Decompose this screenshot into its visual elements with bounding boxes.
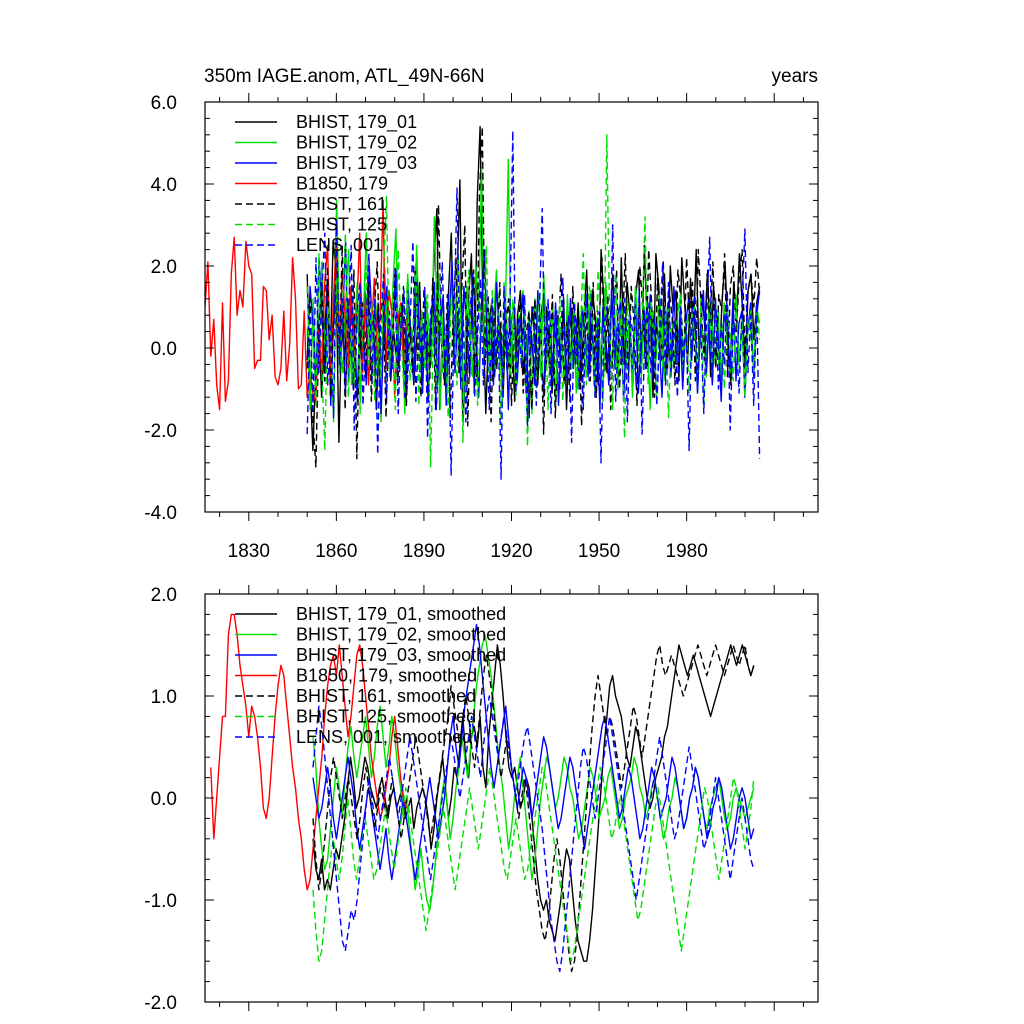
x-tick-label: 1950: [578, 541, 620, 562]
y-tick-label: -2.0: [144, 421, 177, 442]
legend-label: B1850, 179, smoothed: [296, 666, 477, 686]
top-panel-axes: -4.0 -2.0 0.0 2.0 4.0 6.0 1830 1860 1890 1920 1950…: [144, 93, 819, 562]
legend-label: BHIST, 161, smoothed: [296, 686, 476, 706]
x-tick-label: 1860: [315, 541, 357, 562]
x-tick-label: 1920: [490, 541, 532, 562]
series-line-7: [312, 695, 755, 973]
legend-label: BHIST, 125: [296, 215, 387, 235]
x-tick-label: 1890: [403, 541, 445, 562]
series-line-6: [312, 766, 755, 962]
y-tick-label: 2.0: [151, 257, 177, 278]
series-line-6: [306, 134, 761, 468]
x-tick-label: 1830: [228, 541, 270, 562]
series-line-7: [306, 129, 761, 480]
y-tick-label: -4.0: [144, 503, 177, 524]
y-tick-label: 1.0: [151, 687, 177, 708]
y-tick-label: 2.0: [151, 585, 177, 606]
y-tick-label: -1.0: [144, 891, 177, 912]
bottom-panel-axes: -2.0 -1.0 0.0 1.0 2.0: [144, 585, 819, 1014]
legend-label: BHIST, 179_02, smoothed: [296, 625, 506, 646]
legend-label: BHIST, 179_03: [296, 153, 417, 174]
bottom-panel: -2.0 -1.0 0.0 1.0 2.0 BHIST, 179_01, smoothe…: [144, 585, 819, 1014]
series-line-1: [312, 644, 755, 962]
legend-label: LENS, 001, smoothed: [296, 727, 472, 747]
y-tick-label: -2.0: [144, 993, 177, 1014]
legend-label: BHIST, 179_01, smoothed: [296, 604, 506, 625]
legend-label: BHIST, 179_03, smoothed: [296, 645, 506, 666]
series-line-4: [210, 613, 408, 891]
top-panel: 350m IAGE.anom, ATL_49N-66N years -4.0 -2…: [144, 66, 819, 562]
x-tick-label: 1980: [666, 541, 708, 562]
legend-label: BHIST, 179_01: [296, 112, 417, 133]
legend-label: BHIST, 179_02: [296, 133, 417, 154]
top-panel-title: 350m IAGE.anom, ATL_49N-66N: [204, 66, 485, 87]
legend-label: LENS, 001: [296, 235, 383, 255]
bottom-panel-plot: [210, 613, 755, 973]
y-tick-label: 0.0: [151, 789, 177, 810]
top-panel-title-right: years: [772, 66, 818, 87]
top-panel-plot: [205, 125, 761, 480]
y-tick-label: 0.0: [151, 339, 177, 360]
legend-label: BHIST, 125, smoothed: [296, 707, 476, 727]
y-tick-label: 6.0: [151, 93, 177, 114]
legend-label: BHIST, 161: [296, 194, 387, 214]
y-tick-label: 4.0: [151, 175, 177, 196]
legend-label: B1850, 179: [296, 174, 388, 194]
